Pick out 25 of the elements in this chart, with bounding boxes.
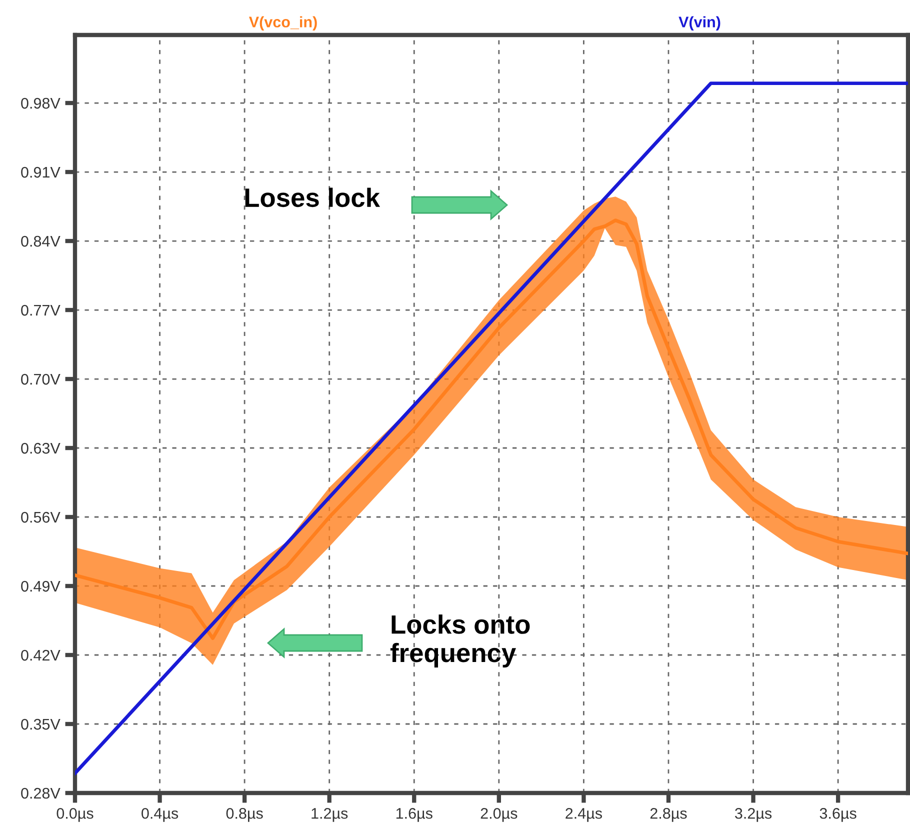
y-tick-label: 0.77V bbox=[21, 304, 60, 316]
y-tick-label: 0.49V bbox=[21, 580, 60, 592]
y-tick-label: 0.98V bbox=[21, 98, 60, 109]
x-tick-label: 3.6µs bbox=[820, 808, 856, 822]
x-tick-label: 0.0µs bbox=[56, 808, 94, 822]
annotation: Locks onto frequency bbox=[390, 614, 530, 668]
text: V(vco_in) bbox=[248, 16, 317, 30]
x-tick-label: 2.8µs bbox=[650, 808, 687, 822]
x-tick-label: 3.2µs bbox=[735, 808, 772, 822]
y-tick-label: 0.91V bbox=[21, 166, 60, 178]
text: V(vin) bbox=[678, 16, 720, 30]
x-tick-label: 1.6µs bbox=[396, 808, 432, 822]
x-tick-label: 0.8µs bbox=[226, 808, 263, 822]
y-tick-label: 0.35V bbox=[21, 718, 60, 730]
y-tick-label: 0.70V bbox=[21, 374, 60, 385]
annotation: Loses lock bbox=[245, 188, 380, 208]
y-tick-label: 0.56V bbox=[21, 512, 60, 523]
y-tick-label: 0.28V bbox=[21, 788, 60, 799]
y-tick-label: 0.63V bbox=[21, 442, 60, 454]
x-tick-label: 2.0µs bbox=[480, 808, 518, 822]
x-tick-label: 0.4µs bbox=[142, 808, 178, 822]
x-tick-label: 2.4µs bbox=[566, 808, 602, 822]
y-tick-label: 0.84V bbox=[21, 236, 60, 247]
y-tick-label: 0.42V bbox=[21, 650, 60, 661]
x-tick-label: 1.2µs bbox=[312, 808, 348, 822]
